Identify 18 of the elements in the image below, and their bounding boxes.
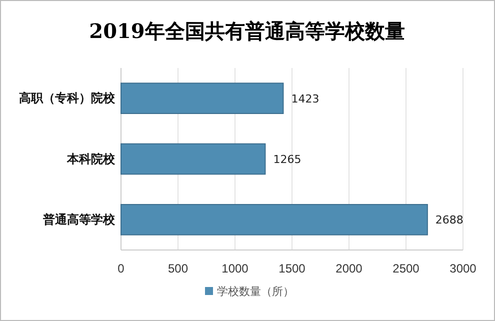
y-tick-label: 高职（专科）院校 bbox=[19, 91, 116, 106]
data-label: 1265 bbox=[273, 153, 302, 166]
data-label: 2688 bbox=[435, 214, 464, 227]
x-tick-label: 0 bbox=[118, 262, 125, 276]
x-tick-label: 1500 bbox=[278, 262, 306, 276]
x-tick-label: 1000 bbox=[222, 262, 249, 276]
chart-title: 2019年全国共有普通高等学校数量 bbox=[89, 19, 405, 43]
bar bbox=[120, 204, 428, 236]
legend-label: 学校数量（所） bbox=[217, 285, 294, 298]
x-tick-label: 500 bbox=[168, 262, 188, 276]
bar bbox=[120, 143, 266, 175]
x-tick-label: 2500 bbox=[392, 262, 420, 276]
y-tick-label: 普通高等学校 bbox=[42, 212, 116, 227]
x-tick-label: 3000 bbox=[450, 262, 477, 276]
bar bbox=[120, 82, 284, 114]
x-tick-label: 2000 bbox=[336, 262, 363, 276]
data-label: 1423 bbox=[291, 92, 320, 106]
y-tick-label: 本科院校 bbox=[66, 152, 116, 166]
